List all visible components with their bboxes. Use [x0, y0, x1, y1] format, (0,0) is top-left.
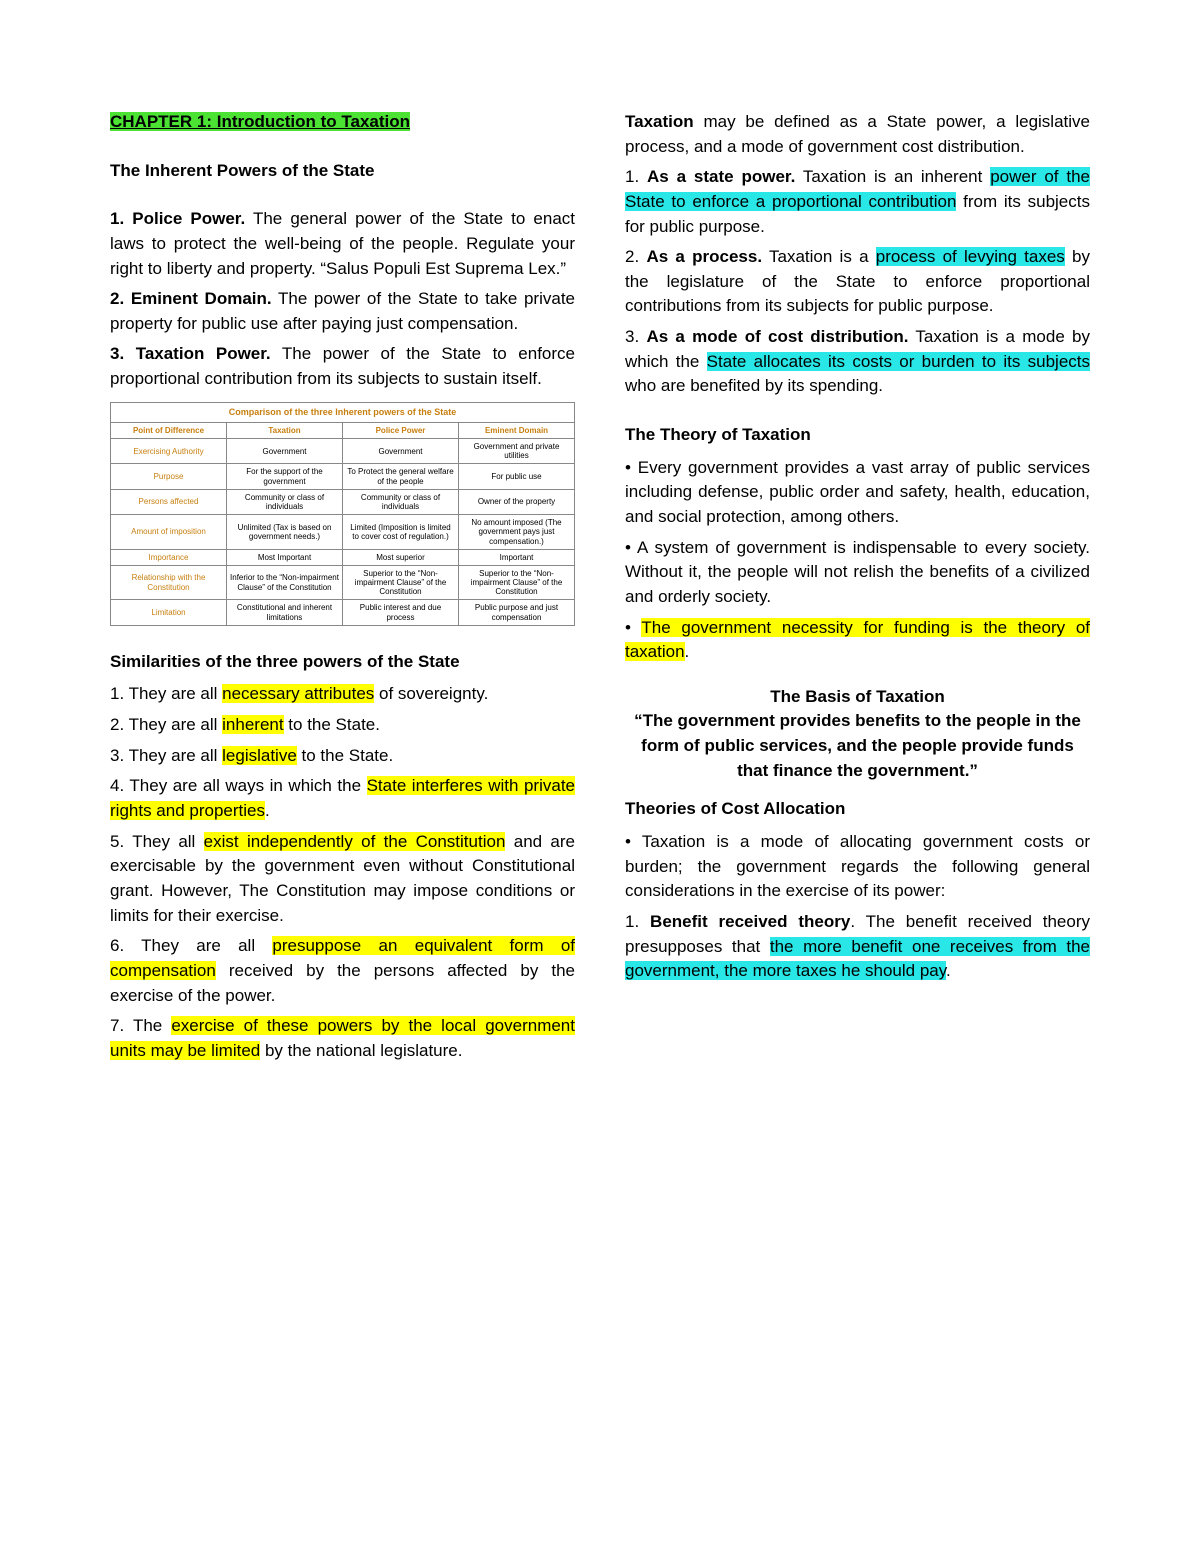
- right-column: Taxation may be defined as a State power…: [625, 110, 1090, 1069]
- th-eminent: Eminent Domain: [459, 422, 575, 438]
- table-row: ImportanceMost ImportantMost superiorImp…: [111, 549, 575, 565]
- comparison-table-caption: Comparison of the three Inherent powers …: [110, 402, 575, 422]
- chapter-title-wrap: CHAPTER 1: Introduction to Taxation: [110, 110, 575, 135]
- eminent-domain-lead: 2. Eminent Domain.: [110, 289, 272, 308]
- def-state-power: 1. As a state power. Taxation is an inhe…: [625, 165, 1090, 239]
- def-process: 2. As a process. Taxation is a process o…: [625, 245, 1090, 319]
- similarity-6: 6. They are all presuppose an equivalent…: [110, 934, 575, 1008]
- heading-cost-allocation: Theories of Cost Allocation: [625, 797, 1090, 822]
- hl-state-allocates: State allocates its costs or burden to i…: [707, 352, 1090, 371]
- basis-quote: “The government provides benefits to the…: [625, 709, 1090, 783]
- hl-process-levying: process of levying taxes: [876, 247, 1065, 266]
- police-power-para: 1. Police Power. The general power of th…: [110, 207, 575, 281]
- similarity-2: 2. They are all inherent to the State.: [110, 713, 575, 738]
- similarity-3: 3. They are all legislative to the State…: [110, 744, 575, 769]
- two-column-layout: CHAPTER 1: Introduction to Taxation The …: [110, 110, 1090, 1069]
- basis-title: The Basis of Taxation: [625, 685, 1090, 710]
- cost-bullet-1: • Taxation is a mode of allocating gover…: [625, 830, 1090, 904]
- def-cost-distribution: 3. As a mode of cost distribution. Taxat…: [625, 325, 1090, 399]
- similarity-1: 1. They are all necessary attributes of …: [110, 682, 575, 707]
- similarity-5: 5. They all exist independently of the C…: [110, 830, 575, 929]
- hl-inherent: inherent: [222, 715, 283, 734]
- taxation-power-para: 3. Taxation Power. The power of the Stat…: [110, 342, 575, 391]
- theory-bullet-2: • A system of government is indispensabl…: [625, 536, 1090, 610]
- heading-inherent-powers: The Inherent Powers of the State: [110, 159, 575, 184]
- chapter-title: CHAPTER 1: Introduction to Taxation: [110, 112, 410, 131]
- hl-necessary-attributes: necessary attributes: [222, 684, 374, 703]
- table-row: PurposeFor the support of the government…: [111, 464, 575, 489]
- theory-bullet-1: • Every government provides a vast array…: [625, 456, 1090, 530]
- similarity-7: 7. The exercise of these powers by the l…: [110, 1014, 575, 1063]
- hl-exist-independently: exist independently of the Constitution: [204, 832, 506, 851]
- hl-legislative: legislative: [222, 746, 297, 765]
- th-taxation: Taxation: [227, 422, 343, 438]
- theory-bullet-3: • The government necessity for funding i…: [625, 616, 1090, 665]
- taxation-def-body: may be defined as a State power, a legis…: [625, 112, 1090, 156]
- th-police: Police Power: [343, 422, 459, 438]
- left-column: CHAPTER 1: Introduction to Taxation The …: [110, 110, 575, 1069]
- table-row: Exercising AuthorityGovernmentGovernment…: [111, 439, 575, 464]
- heading-theory-taxation: The Theory of Taxation: [625, 423, 1090, 448]
- hl-gov-necessity: The government necessity for funding is …: [625, 618, 1090, 662]
- taxation-def-lead: Taxation: [625, 112, 694, 131]
- taxation-power-lead: 3. Taxation Power.: [110, 344, 271, 363]
- table-row: Amount of impositionUnlimited (Tax is ba…: [111, 515, 575, 550]
- comparison-table: Comparison of the three Inherent powers …: [110, 402, 575, 626]
- heading-similarities: Similarities of the three powers of the …: [110, 650, 575, 675]
- benefit-received-theory: 1. Benefit received theory. The benefit …: [625, 910, 1090, 984]
- basis-of-taxation-block: The Basis of Taxation “The government pr…: [625, 685, 1090, 784]
- eminent-domain-para: 2. Eminent Domain. The power of the Stat…: [110, 287, 575, 336]
- similarity-4: 4. They are all ways in which the State …: [110, 774, 575, 823]
- police-power-lead: 1. Police Power.: [110, 209, 245, 228]
- table-row: Persons affectedCommunity or class of in…: [111, 489, 575, 514]
- comparison-table-body: Exercising AuthorityGovernmentGovernment…: [111, 439, 575, 626]
- th-point: Point of Difference: [111, 422, 227, 438]
- taxation-definition: Taxation may be defined as a State power…: [625, 110, 1090, 159]
- table-row: Relationship with the ConstitutionInferi…: [111, 565, 575, 600]
- table-row: LimitationConstitutional and inherent li…: [111, 600, 575, 625]
- table-header-row: Point of Difference Taxation Police Powe…: [111, 422, 575, 438]
